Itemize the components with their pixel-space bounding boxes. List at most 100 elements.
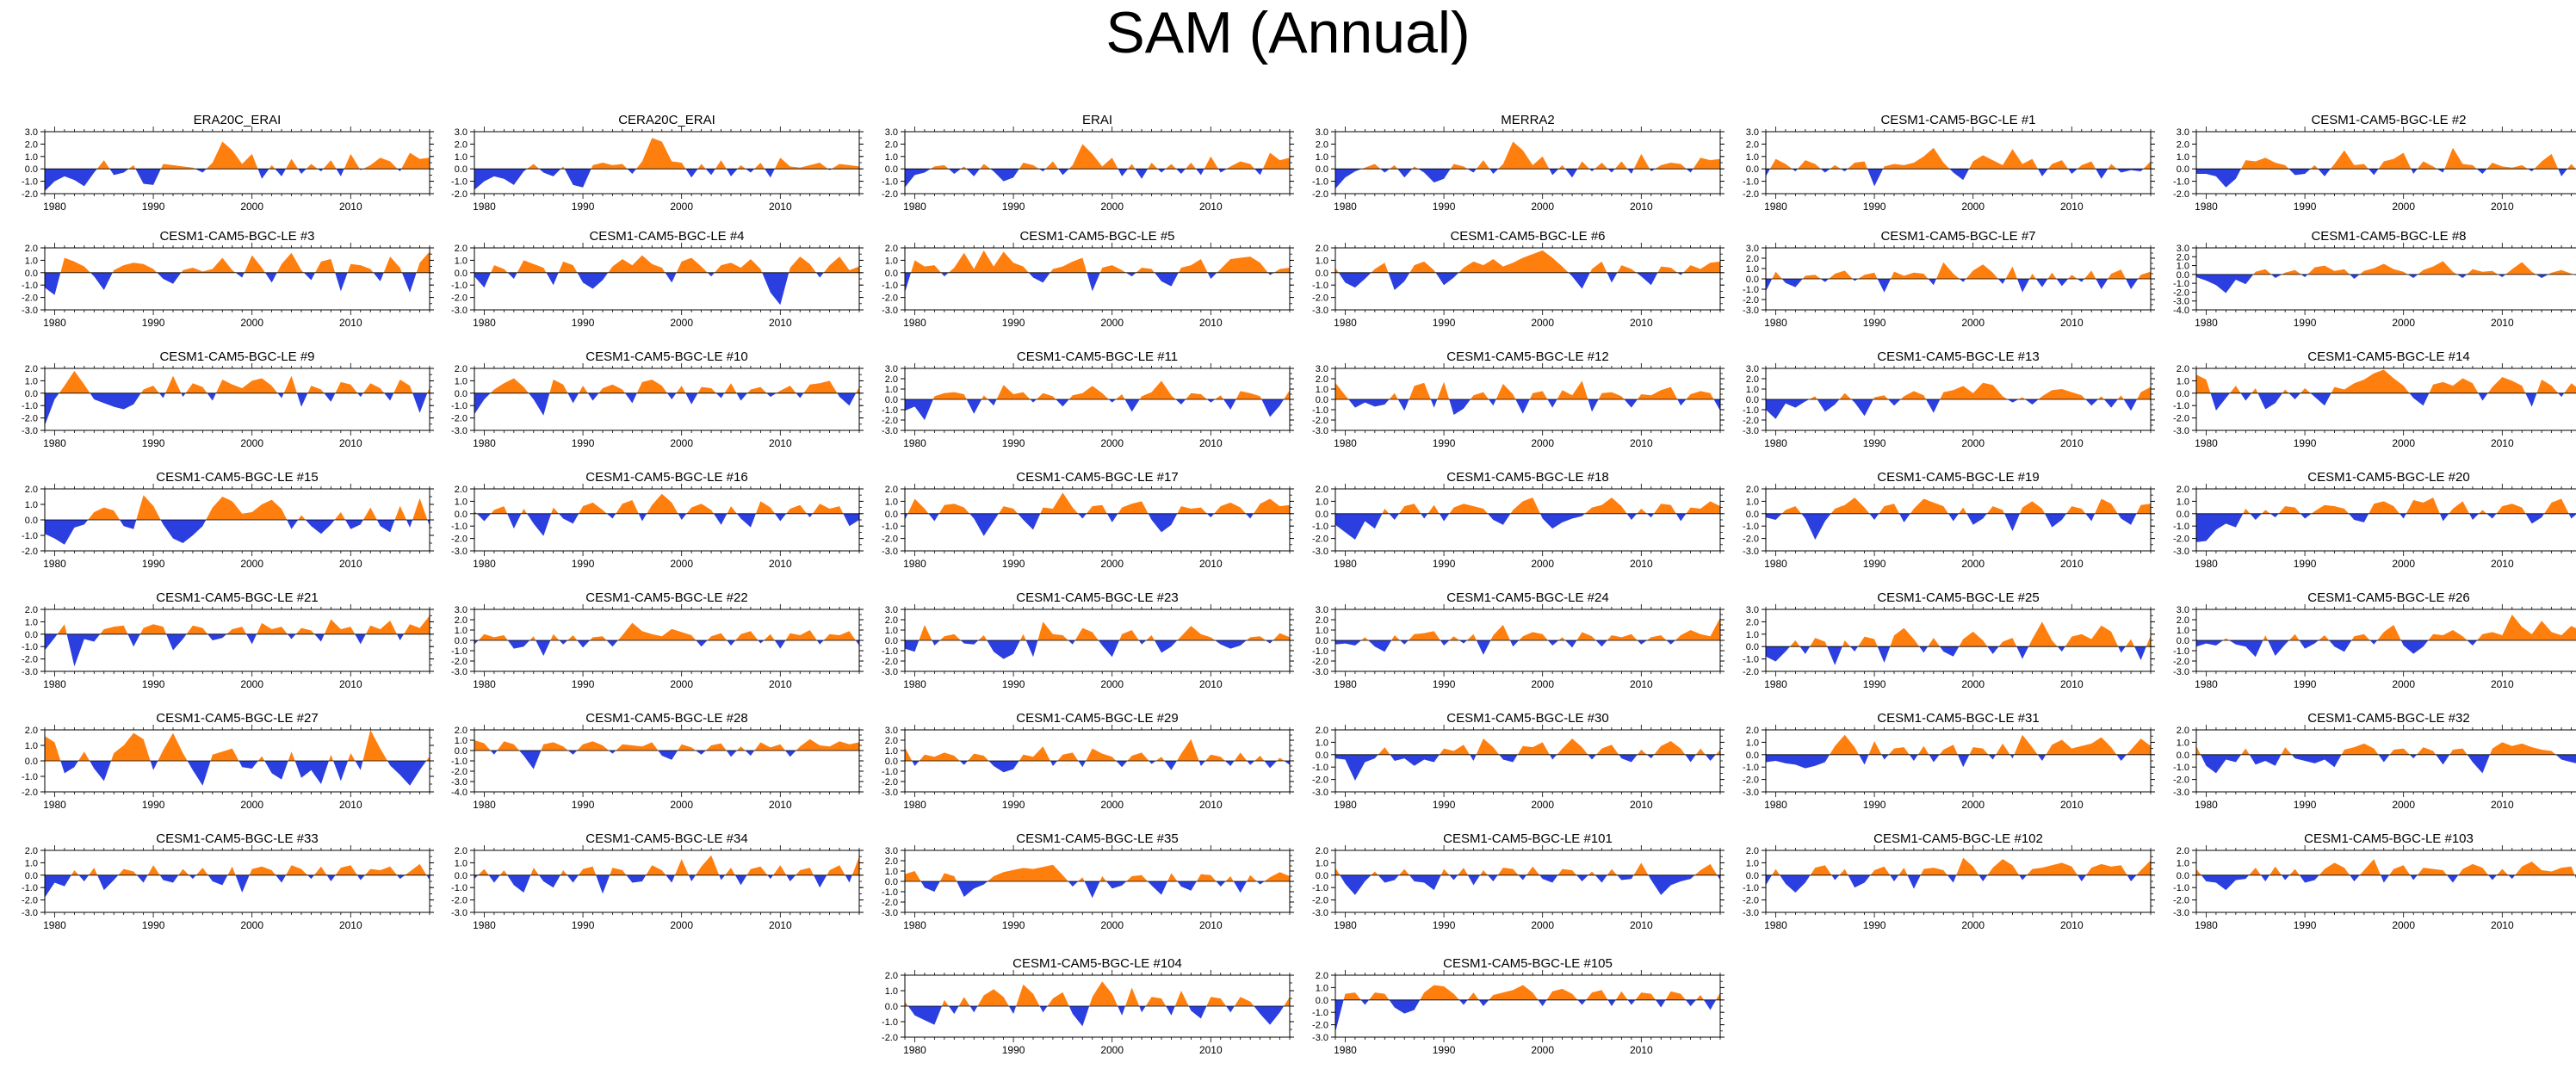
x-tick-label: 2010	[769, 558, 792, 570]
panel: 3.02.0 1.00.0 -1.0-2.0 1980 1990 2000 2010 ERA2…	[22, 113, 434, 213]
y-tick-label: 1.0	[1746, 630, 1759, 640]
positive-area	[1335, 617, 1720, 640]
x-tick-label: 2000	[670, 201, 693, 213]
positive-area	[905, 621, 1290, 640]
x-tick-label: 1990	[1863, 919, 1886, 931]
x-tick-label: 1980	[1764, 919, 1787, 931]
y-tick-label: 3.0	[1746, 364, 1759, 374]
y-tick-label: -1.0	[882, 281, 898, 291]
y-tick-label: -1.0	[1743, 177, 1759, 188]
y-tick-label: -2.0	[1743, 775, 1759, 786]
y-tick-label: 0.0	[455, 389, 468, 399]
x-tick-label: 2000	[1961, 201, 1985, 213]
positive-area	[474, 138, 859, 170]
x-tick-label: 1980	[1334, 437, 1357, 449]
x-tick-label: 1980	[473, 919, 496, 931]
panel: 3.02.01.00.0-1.0-2.0-3.0 1980 1990 2000 2010…	[1743, 349, 2155, 449]
y-tick-label: 0.0	[1746, 871, 1759, 881]
panel-title: CESM1-CAM5-BGC-LE #21	[156, 590, 318, 605]
positive-area	[2196, 147, 2576, 170]
y-tick-label: -2.0	[451, 189, 468, 200]
x-tick-label: 2010	[1630, 919, 1653, 931]
x-tick-label: 2010	[1630, 799, 1653, 811]
negative-area	[905, 513, 1290, 536]
y-tick-label: -2.0	[22, 189, 38, 200]
panel-frame	[474, 247, 860, 311]
y-tick-label: -1.0	[2173, 279, 2189, 289]
y-tick-label: 2.0	[1316, 615, 1328, 626]
y-tick-label: 1.0	[25, 858, 38, 868]
x-tick-label: 1990	[1002, 201, 1025, 213]
x-tick-label: 1980	[1334, 317, 1357, 329]
x-tick-label: 1980	[1334, 558, 1357, 570]
panel-title: CESM1-CAM5-BGC-LE #15	[156, 470, 318, 485]
y-tick-label: 2.0	[2177, 252, 2189, 263]
y-tick-label: 2.0	[885, 615, 898, 626]
y-tick-label: 0.0	[2177, 871, 2189, 881]
y-tick-label: 1.0	[455, 152, 468, 163]
panel: 3.02.01.00.0-1.0-2.0-3.0 1980 1990 2000 2010…	[1743, 229, 2155, 329]
panel-frame	[2195, 850, 2576, 913]
panel-title: CESM1-CAM5-BGC-LE #19	[1877, 470, 2039, 485]
x-tick-label: 2010	[2060, 317, 2084, 329]
x-tick-label: 1980	[43, 678, 66, 690]
y-tick-label: -1.0	[1312, 763, 1328, 773]
panel-title: CESM1-CAM5-BGC-LE #33	[156, 831, 318, 846]
y-tick-label: -1.0	[1312, 522, 1328, 532]
panel: 2.0 1.0 0.0 -1.0 -2.0 -3.0 1980 1990 2000 2010 CES…	[22, 349, 434, 449]
positive-area	[1766, 621, 2151, 647]
panel-title: CESM1-CAM5-BGC-LE #23	[1016, 590, 1178, 605]
y-tick-label: 2.0	[1746, 139, 1759, 150]
y-tick-label: 3.0	[1746, 127, 1759, 138]
y-tick-label: 1.0	[885, 385, 898, 395]
x-tick-label: 2010	[1199, 558, 1223, 570]
panel-frame	[1765, 131, 2152, 195]
y-tick-label: 2.0	[1746, 726, 1759, 736]
y-tick-label: -1.0	[22, 281, 38, 291]
y-tick-label: -3.0	[2173, 426, 2189, 436]
negative-area	[1766, 754, 2151, 769]
x-tick-label: 1990	[1002, 558, 1025, 570]
y-tick-label: -2.0	[882, 189, 898, 200]
y-tick-label: 0.0	[885, 636, 898, 646]
y-tick-label: 1.0	[1746, 264, 1759, 275]
y-tick-label: 2.0	[25, 485, 38, 495]
positive-area	[1772, 857, 2151, 875]
y-tick-label: 0.0	[885, 164, 898, 175]
y-tick-label: -1.0	[2173, 177, 2189, 188]
y-tick-label: 1.0	[1316, 858, 1328, 868]
y-tick-label: -2.0	[451, 294, 468, 304]
x-tick-label: 2010	[769, 919, 792, 931]
panel-title: CESM1-CAM5-BGC-LE #28	[585, 711, 747, 726]
panel: 3.0 2.0 1.0 0.0 -1.0 -2.0 1980 1990 2000 2010 CESM…	[1743, 590, 2155, 690]
y-tick-label: 1.0	[2177, 738, 2189, 748]
y-tick-label: -1.0	[451, 401, 468, 411]
y-tick-label: -2.0	[1312, 416, 1328, 426]
y-tick-label: -1.0	[882, 767, 898, 777]
y-tick-label: 0.0	[1316, 636, 1328, 646]
panel: 2.0 1.0 0.0 -1.0 -2.0 -3.0 1980 1990 2000 2010 CES…	[2173, 711, 2576, 811]
x-tick-label: 2010	[2060, 201, 2084, 213]
y-tick-label: 1.0	[25, 741, 38, 751]
y-tick-label: 2.0	[455, 139, 468, 150]
panel: 2.0 1.0 0.0 -1.0 -2.0 -3.0 1980 1990 2000 2010 CES…	[1743, 470, 2155, 570]
y-tick-label: 2.0	[455, 485, 468, 495]
x-tick-label: 1980	[903, 799, 926, 811]
y-tick-label: 1.0	[1746, 152, 1759, 163]
positive-area	[905, 738, 1290, 761]
x-tick-label: 1990	[572, 317, 595, 329]
y-tick-label: 1.0	[25, 617, 38, 627]
y-tick-label: -2.0	[22, 788, 38, 798]
y-tick-label: 1.0	[1316, 385, 1328, 395]
y-tick-label: -3.0	[22, 908, 38, 918]
y-tick-label: 0.0	[885, 395, 898, 405]
positive-area	[1335, 380, 1720, 399]
positive-area	[45, 141, 430, 170]
positive-area	[57, 615, 430, 634]
x-tick-label: 2010	[1199, 437, 1223, 449]
y-tick-label: -1.0	[22, 401, 38, 411]
panel: 2.0 1.0 0.0 -1.0 -2.0 -3.0 1980 1990 2000 2010 CES…	[1312, 470, 1725, 570]
x-tick-label: 2010	[2060, 678, 2084, 690]
x-tick-label: 2000	[1961, 558, 1985, 570]
